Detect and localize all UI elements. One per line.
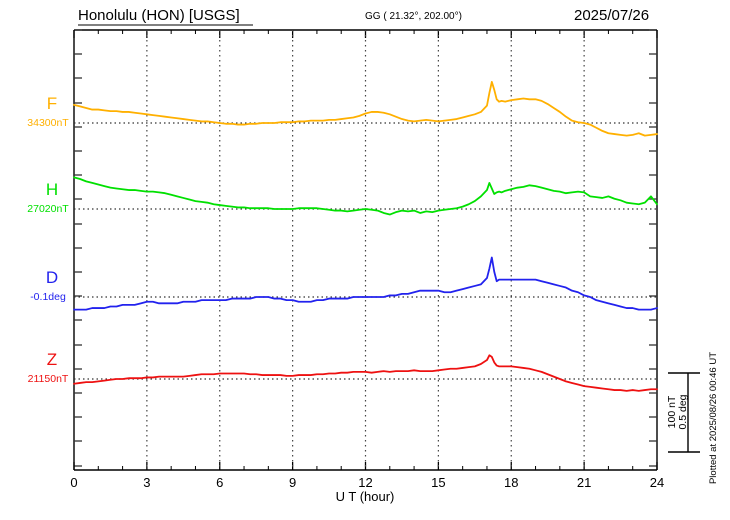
component-baseline-value-h: 27020nT bbox=[27, 203, 69, 215]
data-traces bbox=[73, 81, 658, 392]
component-labels: F 34300nT H 27020nT D -0.1deg Z 21150nT bbox=[27, 94, 69, 385]
component-label-f: F bbox=[47, 94, 57, 113]
y-axis-ticks bbox=[74, 29, 657, 467]
component-baseline-value-z: 21150nT bbox=[28, 373, 69, 385]
plotted-timestamp: Plotted at 2025/08/26 00:46 UT bbox=[708, 352, 719, 484]
x-axis-minor-ticks bbox=[97, 30, 634, 470]
x-tick-label-9: 9 bbox=[289, 475, 296, 490]
component-label-z: Z bbox=[47, 350, 57, 369]
vertical-gridlines bbox=[146, 30, 585, 470]
trace-Z bbox=[73, 354, 658, 392]
station-title: Honolulu (HON) [USGS] bbox=[78, 7, 240, 24]
x-tick-label-0: 0 bbox=[70, 475, 77, 490]
x-tick-label-15: 15 bbox=[431, 475, 445, 490]
x-axis-title: U T (hour) bbox=[336, 489, 395, 504]
x-tick-label-18: 18 bbox=[504, 475, 518, 490]
x-axis-tick-labels: 0 3 6 9 12 15 18 21 24 bbox=[70, 475, 664, 490]
trace-H bbox=[73, 176, 658, 216]
x-tick-label-24: 24 bbox=[650, 475, 664, 490]
geographic-coordinates: GG ( 21.32°, 202.00°) bbox=[365, 11, 462, 22]
trace-F bbox=[73, 81, 658, 137]
x-tick-label-12: 12 bbox=[358, 475, 372, 490]
component-baseline-value-f: 34300nT bbox=[27, 117, 69, 129]
component-label-d: D bbox=[46, 268, 58, 287]
trace-D bbox=[73, 256, 658, 311]
x-tick-label-21: 21 bbox=[577, 475, 591, 490]
component-baseline-value-d: -0.1deg bbox=[30, 291, 66, 303]
x-tick-label-3: 3 bbox=[143, 475, 150, 490]
scale-bar-nt-label: 100 nT bbox=[666, 395, 678, 428]
x-tick-label-6: 6 bbox=[216, 475, 223, 490]
scale-bar bbox=[668, 372, 700, 453]
component-label-h: H bbox=[46, 180, 58, 199]
observation-date: 2025/07/26 bbox=[574, 7, 649, 24]
scale-bar-deg-label: 0.5 deg bbox=[677, 394, 689, 429]
